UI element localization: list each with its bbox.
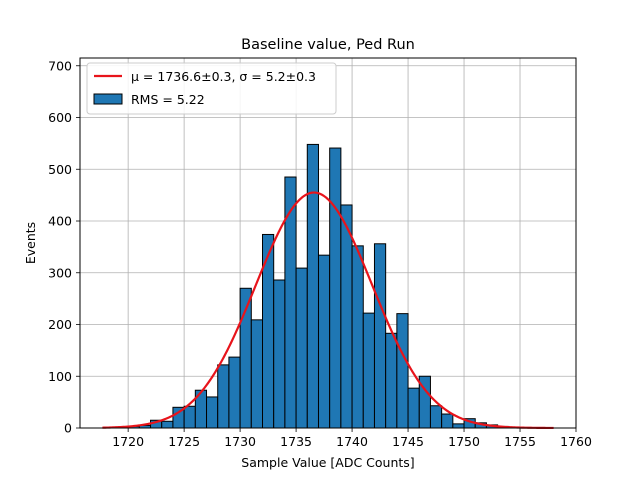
y-tick-label: 600	[48, 110, 72, 125]
y-tick-label: 200	[48, 317, 72, 332]
x-tick-label: 1745	[392, 434, 424, 449]
x-tick-label: 1760	[560, 434, 592, 449]
x-axis-label: Sample Value [ADC Counts]	[241, 455, 414, 470]
legend-fit-label: μ = 1736.6±0.3, σ = 5.2±0.3	[131, 69, 316, 84]
y-tick-label: 500	[48, 162, 72, 177]
histogram-bars	[105, 143, 532, 429]
histogram-bar	[228, 356, 241, 429]
histogram-bar	[362, 312, 375, 429]
histogram-bar	[217, 364, 230, 429]
histogram-bar	[161, 420, 174, 429]
histogram-bar	[373, 243, 387, 429]
legend-box	[86, 62, 337, 115]
histogram-bar	[429, 405, 443, 429]
y-axis-ticks: 0 100 200 300 400 500 600 700	[48, 58, 80, 436]
y-tick-label: 700	[48, 58, 72, 73]
histogram-bar	[340, 204, 353, 429]
x-tick-label: 1725	[168, 434, 200, 449]
histogram-bar	[441, 413, 454, 429]
histogram-bar	[206, 396, 219, 429]
histogram-bar	[295, 267, 308, 429]
x-tick-label: 1730	[224, 434, 256, 449]
x-tick-label: 1735	[280, 434, 312, 449]
histogram-bar	[273, 279, 286, 429]
y-tick-label: 100	[48, 369, 72, 384]
histogram-bar	[452, 423, 465, 429]
legend-histogram-marker	[93, 93, 123, 105]
x-tick-label: 1720	[112, 434, 144, 449]
histogram-bar	[329, 147, 342, 429]
histogram-bar	[351, 245, 364, 429]
plot-frame	[79, 57, 577, 429]
y-tick-label: 400	[48, 214, 72, 229]
x-tick-label: 1755	[504, 434, 536, 449]
x-tick-label: 1750	[448, 434, 480, 449]
legend-histogram-label: RMS = 5.22	[131, 92, 205, 107]
legend: μ = 1736.6±0.3, σ = 5.2±0.3 RMS = 5.22	[86, 62, 337, 115]
y-tick-label: 300	[48, 265, 72, 280]
histogram-bar	[284, 176, 297, 429]
y-tick-label: 0	[64, 421, 72, 436]
histogram-bar	[385, 332, 398, 429]
histogram-bar	[317, 254, 331, 429]
histogram-bar	[250, 319, 264, 429]
y-axis-label: Events	[23, 222, 38, 264]
gaussian-fit-line	[102, 191, 554, 430]
histogram-bar	[183, 405, 196, 429]
histogram-bar	[306, 143, 319, 429]
chart-title: Baseline value, Ped Run	[241, 37, 415, 53]
x-axis-ticks: 1720 1725 1730 1735 1740 1745 1750 1755 1760	[112, 428, 592, 449]
histogram-bar	[407, 387, 420, 429]
histogram-bar	[396, 313, 409, 429]
x-tick-label: 1740	[336, 434, 368, 449]
